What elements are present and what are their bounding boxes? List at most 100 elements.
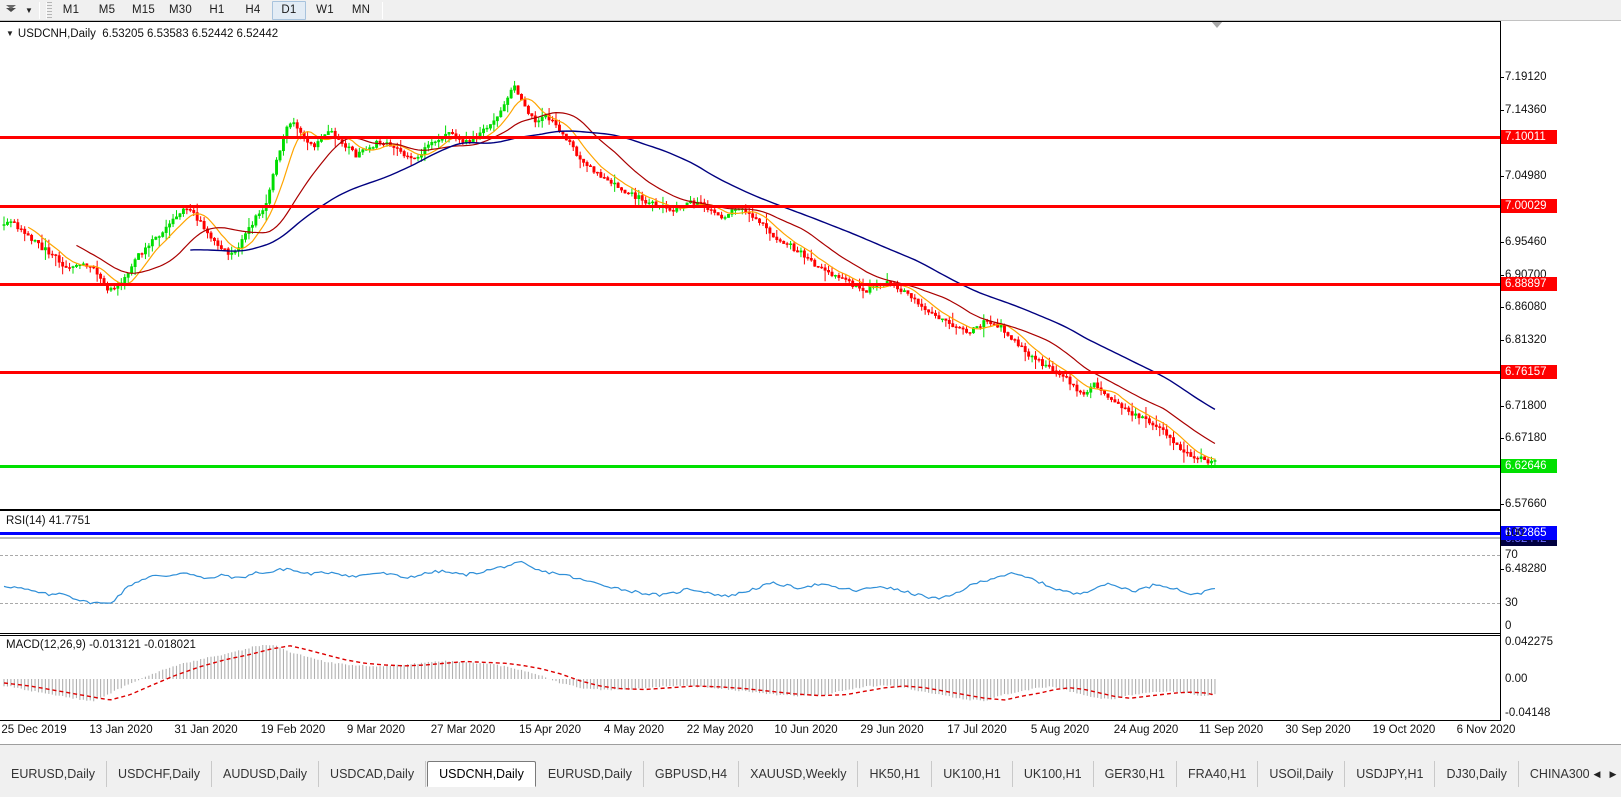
chart-tab-usdjpy-h1[interactable]: USDJPY,H1	[1345, 761, 1436, 787]
level-tag-6.88897: 6.88897	[1501, 277, 1557, 291]
chart-tab-strip: EURUSD,Daily USDCHF,Daily AUDUSD,Daily USDC…	[0, 761, 1589, 787]
time-axis-label: 25 Dec 2019	[1, 724, 67, 736]
price-tick-label: 6.71800	[1505, 400, 1547, 412]
rsi-pane[interactable]: RSI(14) 41.7751 100 70 30 0	[0, 510, 1621, 635]
time-axis-label: 19 Feb 2020	[260, 724, 326, 736]
macd-pane[interactable]: MACD(12,26,9) -0.013121 -0.018021 0.0422…	[0, 635, 1621, 721]
chart-tab-hk50-h1[interactable]: HK50,H1	[858, 761, 933, 787]
price-tick-label: 7.19120	[1505, 71, 1547, 83]
chart-tab-label: USDCAD,Daily	[330, 767, 415, 781]
tab-scroll-right-icon[interactable]: ▶	[1609, 768, 1617, 779]
timeframe-button-h1[interactable]: H1	[209, 4, 225, 16]
time-axis-label: 15 Apr 2020	[518, 724, 582, 736]
price-tick-mark	[1500, 340, 1504, 341]
timeframe-toolbar: ▼ M1 M5 M15 M30 H1 H4 D1 W1 MN	[0, 0, 1621, 21]
chart-tab-fra40-h1[interactable]: FRA40,H1	[1177, 761, 1259, 787]
toolbar-divider-end	[381, 1, 383, 19]
timeframe-button-h4[interactable]: H4	[245, 4, 261, 16]
chart-tab-label: UK100,H1	[943, 767, 1001, 781]
level-tag-6.62646: 6.62646	[1501, 459, 1557, 473]
chart-tab-gbpusd-h4[interactable]: GBPUSD,H4	[644, 761, 740, 787]
chart-tab-label: USOil,Daily	[1269, 767, 1334, 781]
time-axis-label: 10 Jun 2020	[774, 724, 838, 736]
price-tick-mark	[1500, 275, 1504, 276]
toolbar-dropdown-caret-icon[interactable]: ▼	[25, 5, 33, 15]
rsi-pane-bottom-border	[0, 633, 1500, 634]
chart-tab-label: EURUSD,Daily	[11, 767, 96, 781]
chart-tab-usdchf-daily[interactable]: USDCHF,Daily	[107, 761, 212, 787]
price-axis-line	[1500, 21, 1501, 510]
level-line-6.76157[interactable]	[0, 371, 1500, 374]
price-tick-label: 7.04980	[1505, 170, 1547, 182]
time-axis-label: 24 Aug 2020	[1113, 724, 1179, 736]
macd-axis-line	[1500, 635, 1501, 721]
chart-tab-xauusd-weekly[interactable]: XAUUSD,Weekly	[739, 761, 859, 787]
rsi-axis-label-0: 0	[1505, 620, 1512, 632]
chart-tab-audusd-daily[interactable]: AUDUSD,Daily	[212, 761, 320, 787]
crosshair-cursor-icon[interactable]	[0, 1, 22, 20]
chart-menu-caret-icon[interactable]: ▼	[6, 29, 14, 38]
price-pane[interactable]: ▼ USDCNH,Daily 6.53205 6.53583 6.52442 6.…	[0, 21, 1621, 575]
timeframe-button-m1[interactable]: M1	[62, 4, 80, 16]
rsi-axis-label-70: 70	[1505, 549, 1518, 561]
chart-tab-label: CHINA300,H1	[1529, 767, 1589, 781]
bid-price-tag: 6.52865	[1501, 526, 1557, 540]
level-line-6.88897[interactable]	[0, 283, 1500, 286]
chart-tab-label: AUDUSD,Daily	[223, 767, 308, 781]
chart-tab-label: GER30,H1	[1104, 767, 1166, 781]
rsi-line-plot	[3, 560, 1216, 605]
price-tick-mark	[1500, 242, 1504, 243]
price-tick-mark	[1500, 77, 1504, 78]
rsi-level-30-line	[0, 603, 1500, 604]
time-axis-label: 30 Sep 2020	[1285, 724, 1351, 736]
chart-tab-label: GBPUSD,H4	[654, 767, 728, 781]
time-axis: 25 Dec 2019 13 Jan 2020 31 Jan 2020 19 Feb …	[0, 721, 1621, 744]
rsi-level-70-line	[0, 555, 1500, 556]
chart-tab-usoil-daily[interactable]: USOil,Daily	[1258, 761, 1346, 787]
chart-tab-label: XAUUSD,Weekly	[750, 767, 847, 781]
chart-ohlc-header: ▼ USDCNH,Daily 6.53205 6.53583 6.52442 6.…	[6, 28, 278, 40]
chart-tab-eurusd-daily[interactable]: EURUSD,Daily	[537, 761, 644, 787]
chart-tab-eurusd-daily[interactable]: EURUSD,Daily	[0, 761, 108, 787]
macd-pane-bottom-border	[0, 720, 1500, 721]
price-tick-mark	[1500, 504, 1504, 505]
macd-histogram-plot	[3, 644, 1216, 702]
chart-tab-usdcad-daily[interactable]: USDCAD,Daily	[319, 761, 427, 787]
chart-tab-label: USDJPY,H1	[1356, 767, 1424, 781]
chart-scroll-marker-icon[interactable]	[1211, 21, 1223, 28]
chart-tab-label: USDCHF,Daily	[118, 767, 200, 781]
chart-tab-bar: EURUSD,Daily USDCHF,Daily AUDUSD,Daily USDC…	[0, 744, 1621, 797]
toolbar-divider	[39, 1, 40, 19]
rsi-axis-label-100: 100	[1505, 527, 1525, 539]
time-axis-label: 4 May 2020	[603, 724, 665, 736]
level-line-6.62646[interactable]	[0, 465, 1500, 468]
macd-header: MACD(12,26,9) -0.013121 -0.018021	[6, 639, 196, 651]
level-line-7.10011[interactable]	[0, 136, 1500, 139]
time-axis-label: 6 Nov 2020	[1456, 724, 1516, 736]
chart-tab-uk100-h1[interactable]: UK100,H1	[932, 761, 1013, 787]
chart-tab-ger30-h1[interactable]: GER30,H1	[1094, 761, 1178, 787]
price-pane-top-border	[0, 21, 1500, 22]
timeframe-button-d1[interactable]: D1	[271, 0, 306, 20]
tab-scroll-left-icon[interactable]: ◀	[1593, 768, 1601, 779]
chart-tab-usdcnh-daily[interactable]: USDCNH,Daily	[427, 761, 536, 787]
timeframe-button-m15[interactable]: M15	[132, 4, 155, 16]
ask-price-line	[0, 537, 1500, 539]
chart-tab-uk100-h1[interactable]: UK100,H1	[1013, 761, 1094, 787]
level-line-7.00029[interactable]	[0, 205, 1500, 208]
macd-axis-label-min: -0.04148	[1505, 707, 1551, 719]
chart-canvas[interactable]: ▼ USDCNH,Daily 6.53205 6.53583 6.52442 6.…	[0, 21, 1621, 744]
price-tick-label: 7.14360	[1505, 104, 1547, 116]
timeframe-button-m5[interactable]: M5	[98, 4, 116, 16]
toolbar-grip[interactable]	[46, 1, 52, 19]
timeframe-button-mn[interactable]: MN	[351, 4, 371, 16]
timeframe-button-m30[interactable]: M30	[168, 4, 192, 16]
time-axis-label: 11 Sep 2020	[1198, 724, 1264, 736]
time-axis-label: 5 Aug 2020	[1030, 724, 1090, 736]
time-axis-label: 29 Jun 2020	[860, 724, 924, 736]
chart-tab-dj30-daily[interactable]: DJ30,Daily	[1435, 761, 1519, 787]
price-tick-mark	[1500, 307, 1504, 308]
chart-tab-china300-h1[interactable]: CHINA300,H1	[1519, 761, 1589, 787]
timeframe-button-w1[interactable]: W1	[316, 4, 334, 16]
price-tick-mark	[1500, 176, 1504, 177]
